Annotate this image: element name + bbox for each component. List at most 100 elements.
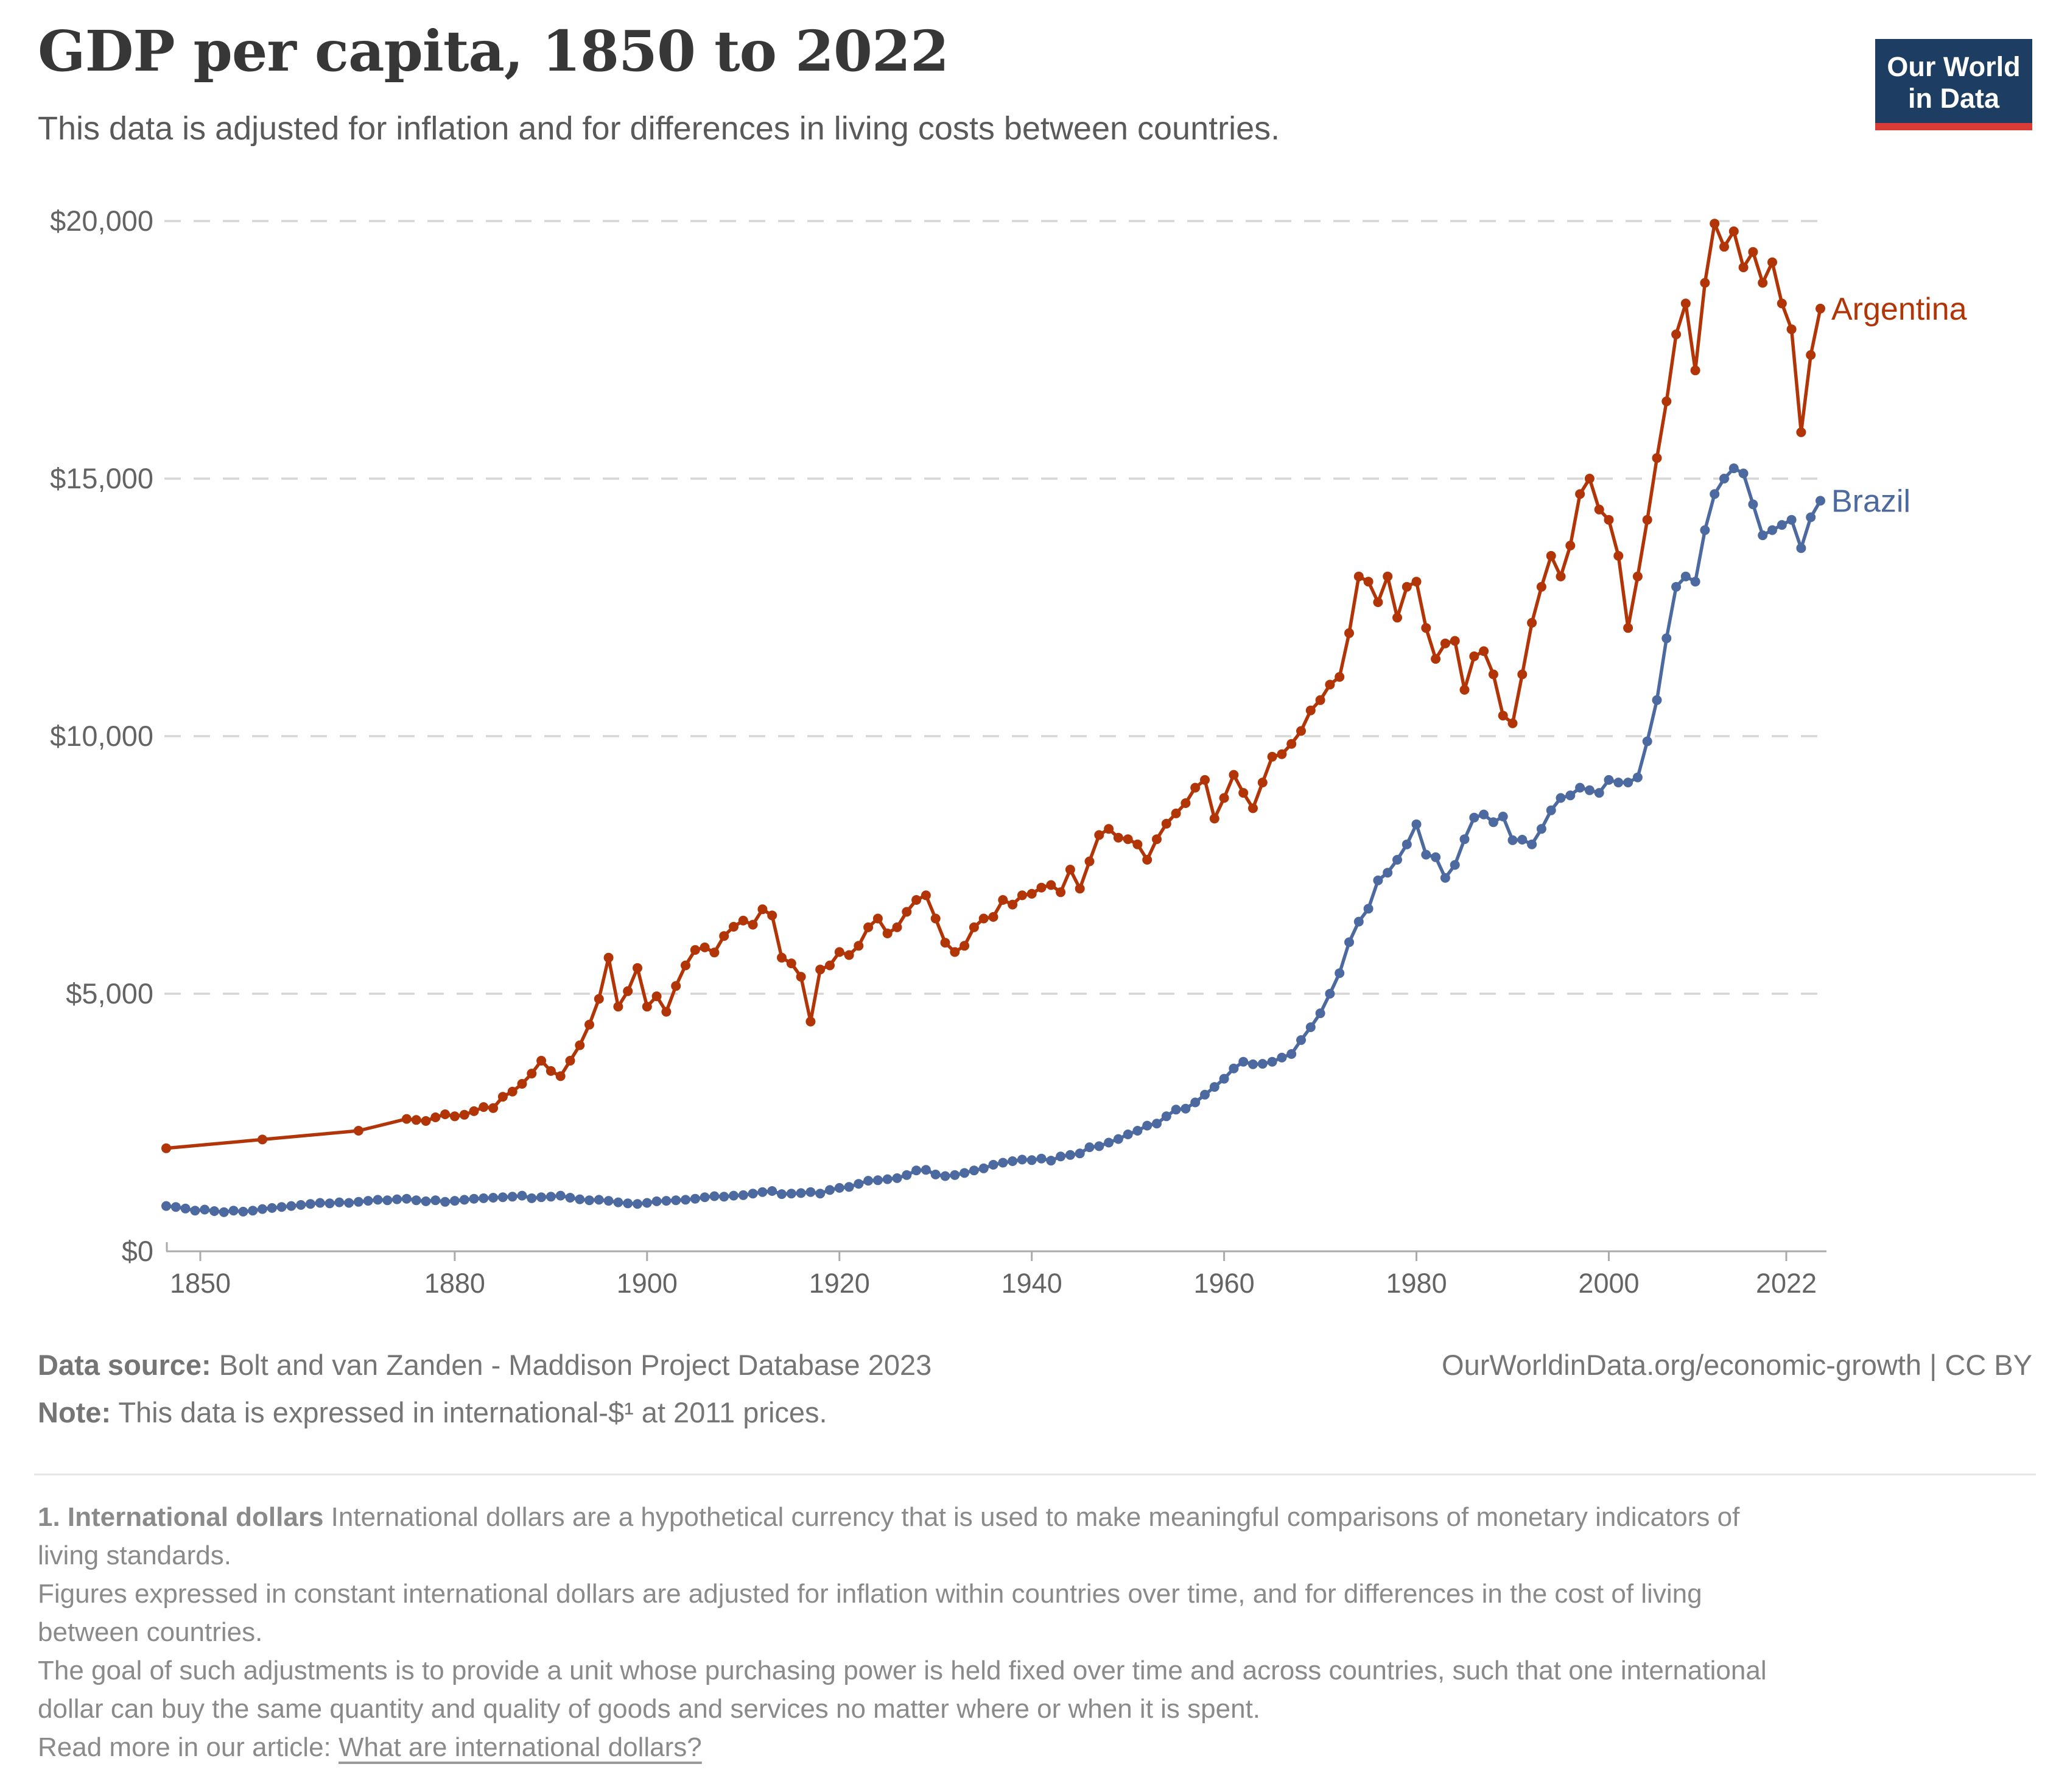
- series-point-brazil: [882, 1174, 893, 1184]
- series-point-brazil: [449, 1196, 460, 1206]
- series-point-brazil: [613, 1197, 623, 1207]
- series-point-brazil: [1623, 778, 1633, 788]
- series-point-brazil: [1546, 805, 1556, 815]
- series-point-argentina: [834, 947, 844, 957]
- series-point-brazil: [854, 1179, 864, 1189]
- series-point-argentina: [767, 910, 777, 921]
- series-point-argentina: [902, 907, 912, 917]
- series-point-argentina: [700, 942, 710, 952]
- series-point-argentina: [1402, 582, 1412, 592]
- series-point-brazil: [969, 1165, 979, 1176]
- series-point-argentina: [1181, 798, 1191, 808]
- series-point-brazil: [276, 1202, 287, 1212]
- series-point-brazil: [940, 1171, 950, 1181]
- series-point-brazil: [709, 1191, 720, 1201]
- series-point-brazil: [1181, 1103, 1191, 1114]
- series-point-argentina: [469, 1106, 479, 1116]
- footnote-line: Figures expressed in constant internatio…: [38, 1579, 1702, 1609]
- series-point-brazil: [786, 1189, 796, 1199]
- series-point-brazil: [1238, 1056, 1249, 1067]
- series-point-brazil: [363, 1196, 373, 1206]
- series-point-brazil: [546, 1192, 556, 1202]
- series-point-argentina: [488, 1103, 499, 1113]
- series-point-argentina: [1277, 749, 1287, 759]
- divider-rule: [34, 1474, 2036, 1475]
- series-point-brazil: [1431, 852, 1441, 862]
- y-tick-label: $20,000: [50, 205, 153, 237]
- series-point-brazil: [575, 1194, 585, 1204]
- series-point-brazil: [1613, 778, 1624, 788]
- series-point-brazil: [767, 1186, 777, 1196]
- series-point-brazil: [1700, 525, 1710, 535]
- series-point-brazil: [690, 1193, 700, 1204]
- series-point-brazil: [1411, 819, 1422, 829]
- series-point-brazil: [1469, 812, 1479, 823]
- footnote-line: dollar can buy the same quantity and qua…: [38, 1694, 1261, 1724]
- y-tick-label: $10,000: [50, 720, 153, 752]
- series-point-brazil: [1392, 855, 1402, 865]
- series-point-brazil: [1373, 875, 1383, 885]
- series-point-brazil: [209, 1206, 219, 1216]
- series-point-argentina: [1248, 803, 1258, 813]
- series-point-brazil: [1758, 530, 1768, 541]
- series-point-brazil: [960, 1168, 970, 1178]
- series-point-argentina: [777, 952, 787, 963]
- owid-logo[interactable]: Our World in Data: [1875, 39, 2032, 131]
- series-point-brazil: [1536, 824, 1546, 834]
- series-point-argentina: [1642, 515, 1652, 525]
- series-point-brazil: [517, 1190, 527, 1201]
- international-dollars-link[interactable]: What are international dollars?: [339, 1732, 702, 1762]
- series-point-argentina: [497, 1092, 508, 1102]
- series-point-argentina: [1315, 695, 1325, 705]
- series-point-argentina: [969, 922, 979, 932]
- series-point-brazil: [1267, 1056, 1277, 1067]
- series-point-argentina: [1123, 834, 1133, 845]
- x-tick-label: 1920: [809, 1268, 870, 1299]
- gdp-line-chart: $0 $5,000 $10,000 $15,000 $20,000 1850 1880 190…: [50, 205, 1967, 1299]
- series-point-argentina: [1440, 638, 1450, 648]
- series-point-argentina: [1267, 751, 1277, 762]
- series-point-argentina: [421, 1116, 431, 1126]
- series-point-argentina: [825, 960, 835, 971]
- series-point-argentina: [681, 960, 690, 971]
- page-title: GDP per capita, 1850 to 2022: [38, 18, 949, 84]
- series-point-brazil: [1680, 571, 1691, 582]
- series-point-brazil: [1440, 873, 1450, 883]
- series-point-argentina: [1758, 278, 1768, 288]
- series-point-argentina: [161, 1143, 171, 1153]
- series-point-argentina: [449, 1111, 460, 1122]
- x-tick-label: 1880: [424, 1268, 485, 1299]
- series-point-brazil: [1767, 525, 1777, 535]
- series-point-brazil: [815, 1189, 826, 1199]
- series-point-brazil: [401, 1193, 412, 1204]
- series-point-brazil: [344, 1198, 354, 1208]
- series-point-brazil: [1104, 1137, 1114, 1148]
- owid-logo-line1: Our World: [1887, 51, 2021, 82]
- series-point-argentina: [642, 1002, 652, 1012]
- series-point-brazil: [565, 1193, 575, 1203]
- series-point-brazil: [1816, 496, 1825, 506]
- series-point-brazil: [892, 1173, 902, 1183]
- x-tick-label: 1900: [617, 1268, 678, 1299]
- series-point-brazil: [1488, 817, 1498, 827]
- series-point-argentina: [546, 1066, 556, 1076]
- series-point-brazil: [325, 1198, 335, 1209]
- series-point-brazil: [200, 1204, 210, 1215]
- series-point-argentina: [1806, 350, 1816, 360]
- license-url[interactable]: OurWorldinData.org/economic-growth | CC …: [1442, 1349, 2032, 1381]
- series-point-brazil: [1325, 989, 1335, 999]
- series-point-brazil: [1075, 1148, 1085, 1159]
- series-point-brazil: [1344, 937, 1354, 947]
- series-point-brazil: [1353, 916, 1364, 927]
- series-point-brazil: [930, 1169, 941, 1179]
- series-point-brazil: [757, 1187, 768, 1197]
- series-point-argentina: [527, 1069, 537, 1079]
- footnote-line: living standards.: [38, 1541, 231, 1570]
- series-point-argentina: [748, 919, 758, 930]
- series-point-argentina: [1190, 782, 1201, 793]
- series-point-argentina: [921, 890, 931, 901]
- series-point-brazil: [902, 1170, 912, 1180]
- series-point-brazil: [248, 1206, 258, 1216]
- series-point-brazil: [382, 1195, 393, 1206]
